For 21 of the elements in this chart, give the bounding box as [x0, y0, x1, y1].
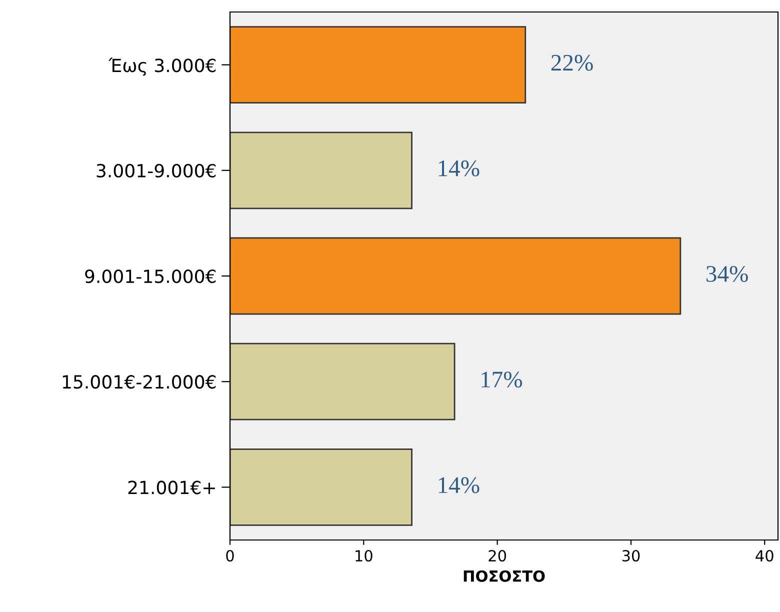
bar	[230, 342, 456, 420]
data-label: 34%	[706, 266, 748, 282]
data-label: 22%	[551, 54, 593, 71]
x-tick-label: 40	[756, 550, 774, 562]
y-tick-label: Έως 3.000€	[108, 58, 216, 76]
x-tick-label: 20	[488, 550, 506, 562]
x-tick-label: 0	[226, 550, 234, 562]
y-tick-label: 3.001-9.000€	[96, 164, 216, 178]
y-tick-label: 21.001€+	[128, 480, 215, 494]
x-tick-label: 30	[622, 550, 640, 562]
data-label: 14%	[438, 160, 480, 176]
y-tick-label: 9.001-15.000€	[85, 269, 216, 284]
bar	[230, 448, 412, 526]
bar	[230, 132, 412, 210]
x-tick-label: 10	[356, 550, 372, 562]
bar	[230, 237, 682, 315]
data-label: 17%	[482, 372, 522, 388]
bar	[230, 26, 526, 104]
x-axis-title: ΠΟΣΟΣΤΟ	[464, 570, 545, 582]
data-label: 14%	[438, 477, 480, 494]
y-tick-label: 15.001€-21.000€	[62, 375, 216, 389]
